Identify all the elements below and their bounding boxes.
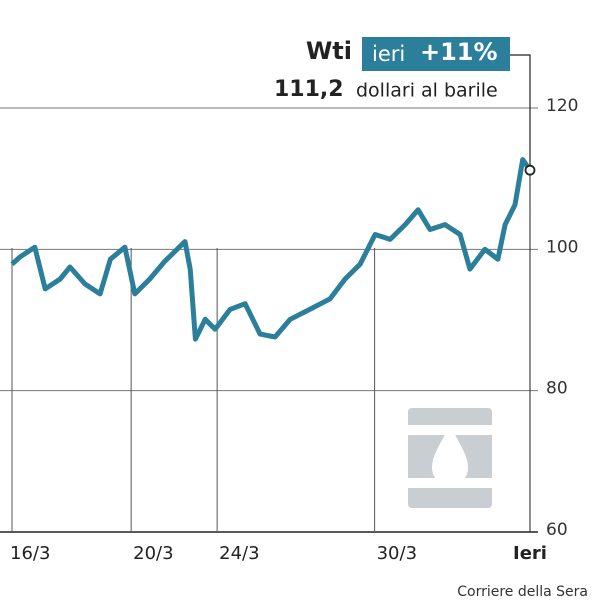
y-tick-label: 80 — [546, 379, 568, 399]
badge-change: +11% — [420, 38, 498, 66]
subtitle-value: 111,2 — [274, 77, 344, 102]
grid: 60 80 100 120 16/3 20/3 24/3 30/3 Ieri — [0, 55, 578, 564]
x-tick-label: 30/3 — [377, 543, 417, 564]
y-tick-label: 100 — [546, 237, 578, 257]
leader-line — [510, 54, 531, 166]
price-line — [10, 157, 533, 342]
source: Corriere della Sera — [457, 584, 588, 600]
x-tick-label: 16/3 — [10, 543, 50, 564]
x-tick-label: Ieri — [513, 543, 547, 564]
chart-title: Wti — [306, 37, 352, 65]
y-tick-label: 120 — [546, 96, 578, 116]
badge-label: ieri — [372, 42, 405, 66]
barrel-icon — [400, 408, 500, 508]
y-tick-label: 60 — [546, 520, 568, 540]
subtitle-unit: dollari al barile — [356, 80, 498, 102]
badge — [362, 37, 510, 71]
x-tick-label: 20/3 — [133, 543, 173, 564]
plot — [10, 54, 536, 342]
x-tick-label: 24/3 — [219, 543, 259, 564]
end-point — [524, 164, 536, 176]
